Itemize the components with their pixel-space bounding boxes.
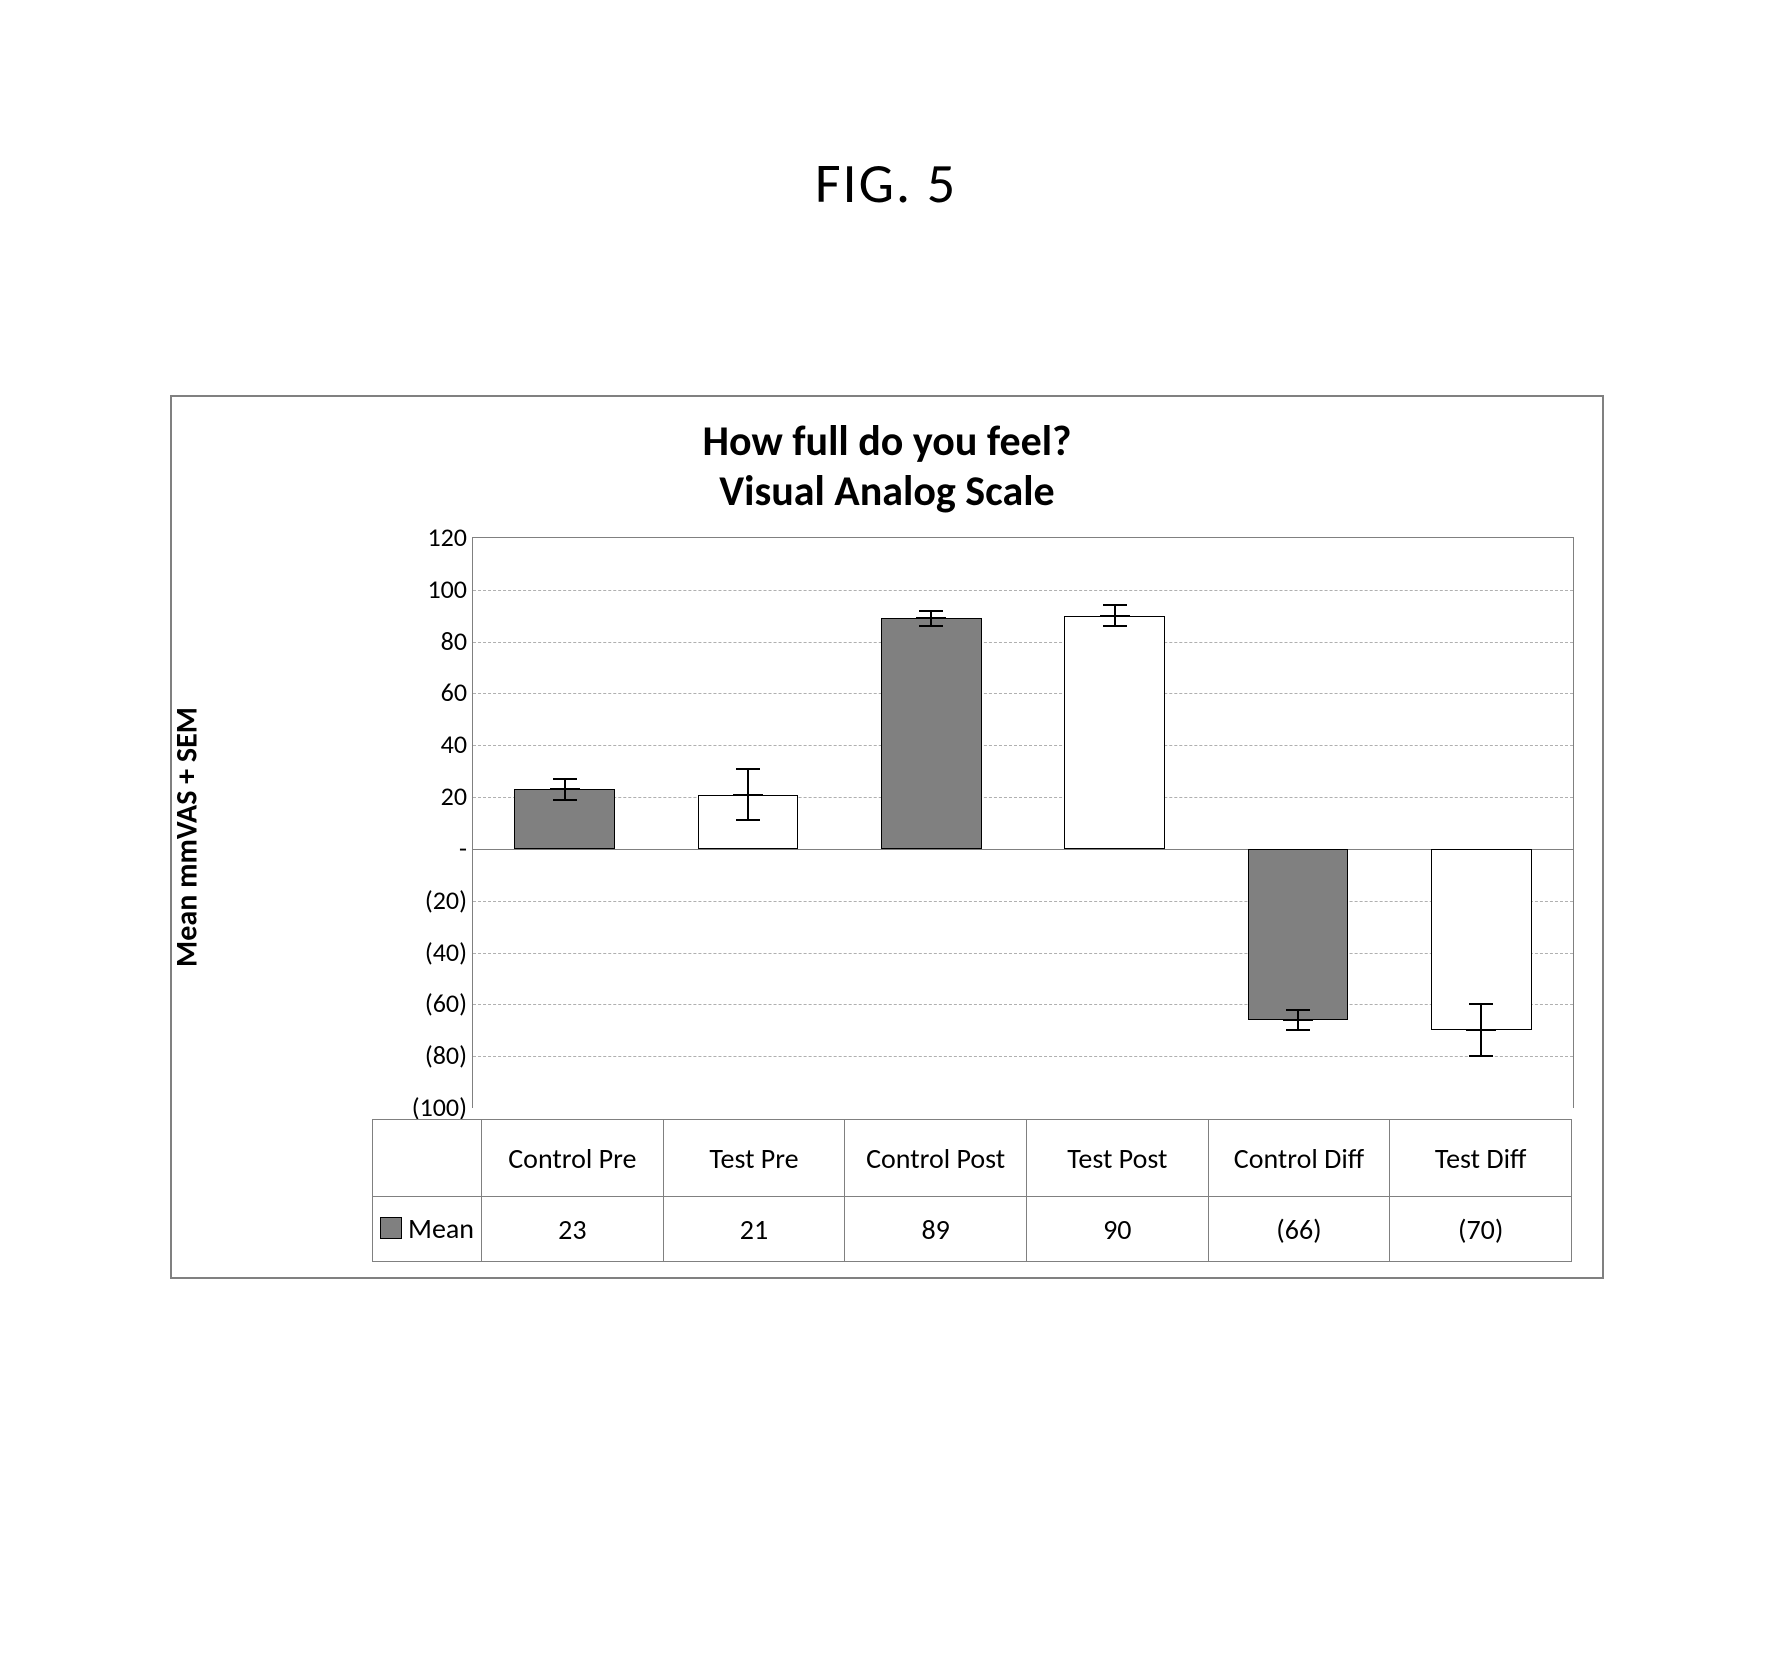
data-table: Control Pre Test Pre Control Post Test P…: [372, 1119, 1572, 1262]
grid-line: [473, 1056, 1573, 1057]
table-value: 23: [482, 1197, 664, 1262]
category-label: Control Pre: [482, 1120, 664, 1197]
y-axis-label: Mean mmVAS + SEM: [169, 707, 206, 967]
error-cap: [1103, 625, 1127, 627]
y-tick-label: (20): [377, 884, 467, 916]
y-tick-label: (40): [377, 936, 467, 968]
y-tick-label: (80): [377, 1039, 467, 1071]
error-cap: [736, 819, 760, 821]
table-value: (66): [1208, 1197, 1390, 1262]
category-label: Test Pre: [663, 1120, 845, 1197]
grid-line: [473, 745, 1573, 746]
y-tick-label: 40: [377, 728, 467, 760]
chart-title: How full do you feel? Visual Analog Scal…: [172, 417, 1602, 518]
table-value: 90: [1026, 1197, 1208, 1262]
y-tick-label: (60): [377, 987, 467, 1019]
chart-frame: How full do you feel? Visual Analog Scal…: [170, 395, 1604, 1279]
error-cap: [1469, 1003, 1493, 1005]
category-label: Control Diff: [1208, 1120, 1390, 1197]
error-cap: [1283, 1019, 1313, 1021]
table-header-empty: [373, 1120, 482, 1197]
error-cap: [736, 768, 760, 770]
page: FIG. 5 How full do you feel? Visual Anal…: [0, 0, 1772, 1664]
table-value: 89: [845, 1197, 1027, 1262]
grid-line: [473, 642, 1573, 643]
error-cap: [1469, 1055, 1493, 1057]
error-cap: [553, 778, 577, 780]
error-cap: [733, 794, 763, 796]
grid-line: [473, 693, 1573, 694]
error-cap: [919, 625, 943, 627]
error-cap: [1466, 1029, 1496, 1031]
y-tick-label: 80: [377, 625, 467, 657]
grid-line: [473, 590, 1573, 591]
error-cap: [919, 610, 943, 612]
error-cap: [916, 617, 946, 619]
chart-title-line1: How full do you feel?: [702, 416, 1071, 467]
grid-line: [473, 1004, 1573, 1005]
y-tick-label: 120: [377, 521, 467, 553]
table-value: (70): [1390, 1197, 1572, 1262]
bar: [1064, 616, 1165, 849]
grid-line: [473, 953, 1573, 954]
bar: [881, 618, 982, 849]
zero-line: [473, 849, 1573, 850]
error-cap: [1103, 604, 1127, 606]
grid-line: [473, 797, 1573, 798]
plot-area: [472, 537, 1574, 1108]
y-tick-label: -: [377, 832, 467, 864]
category-label: Test Post: [1026, 1120, 1208, 1197]
table-value: 21: [663, 1197, 845, 1262]
table-value-row: Mean 23 21 89 90 (66) (70): [373, 1197, 1572, 1262]
table-header-row: Control Pre Test Pre Control Post Test P…: [373, 1120, 1572, 1197]
category-label: Control Post: [845, 1120, 1027, 1197]
chart-title-line2: Visual Analog Scale: [719, 466, 1054, 517]
error-cap: [1286, 1009, 1310, 1011]
legend-label: Mean: [408, 1211, 474, 1246]
y-tick-label: 20: [377, 780, 467, 812]
error-cap: [550, 788, 580, 790]
error-cap: [553, 799, 577, 801]
error-cap: [1100, 615, 1130, 617]
plot-wrap: 12010080604020-(20)(40)(60)(80)(100): [372, 537, 1572, 1107]
category-label: Test Diff: [1390, 1120, 1572, 1197]
y-tick-label: 100: [377, 573, 467, 605]
y-tick-label: 60: [377, 676, 467, 708]
legend-swatch-icon: [380, 1217, 402, 1239]
bar: [1248, 849, 1349, 1020]
grid-line: [473, 901, 1573, 902]
figure-label: FIG. 5: [0, 150, 1772, 218]
error-cap: [1286, 1029, 1310, 1031]
legend-cell: Mean: [373, 1197, 482, 1262]
